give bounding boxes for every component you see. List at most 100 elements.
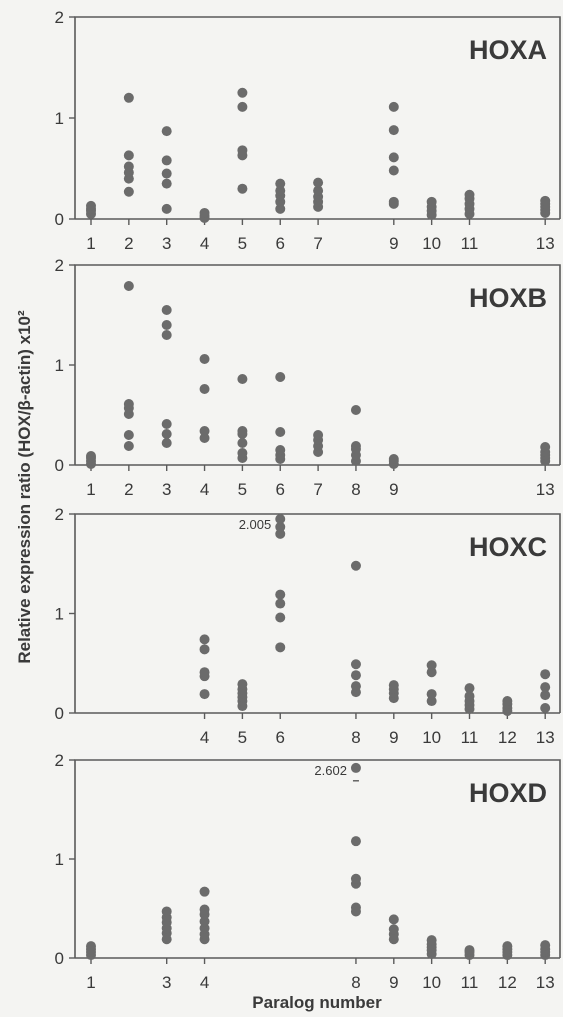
data-point: [123, 441, 134, 451]
data-point: [426, 935, 437, 946]
y-tick-label: 2: [55, 505, 64, 524]
x-tick-label: 11: [461, 973, 479, 992]
data-point: [502, 941, 513, 952]
y-tick-label: 0: [55, 704, 64, 723]
x-tick-label: 4: [200, 973, 209, 992]
y-tick-label: 0: [55, 210, 64, 229]
data-point: [237, 679, 248, 690]
data-point: [540, 690, 551, 701]
x-tick-label: 10: [422, 728, 441, 747]
data-point: [275, 178, 286, 189]
x-tick-label: 5: [238, 234, 247, 253]
data-point: [275, 612, 286, 623]
data-point: [502, 696, 513, 707]
data-point: [237, 183, 248, 194]
data-point: [199, 384, 210, 394]
x-tick-label: 6: [276, 234, 285, 253]
data-point: [350, 441, 361, 451]
data-point: [237, 448, 248, 458]
x-tick-label: 13: [536, 480, 555, 499]
y-tick-label: 2: [55, 751, 64, 770]
panel-label: HOXD: [469, 778, 547, 808]
y-tick-label: 1: [55, 356, 64, 375]
panel-label: HOXB: [469, 283, 547, 313]
x-tick-label: 13: [536, 728, 555, 747]
data-point: [388, 101, 399, 112]
data-point: [350, 902, 361, 913]
x-tick-label: 13: [536, 234, 555, 253]
data-point: [350, 762, 361, 773]
data-point: [237, 145, 248, 156]
data-point: [426, 689, 437, 700]
data-point: [540, 442, 551, 452]
data-point: [199, 207, 210, 218]
data-point: [350, 836, 361, 847]
x-tick-label: 7: [313, 234, 322, 253]
x-tick-label: 9: [389, 728, 398, 747]
data-point: [86, 451, 96, 461]
x-tick-label: 9: [389, 480, 398, 499]
x-tick-label: 6: [276, 728, 285, 747]
x-tick-label: 2: [124, 234, 133, 253]
data-point: [426, 667, 437, 678]
data-point: [275, 185, 286, 196]
data-point: [199, 433, 210, 443]
data-point: [123, 150, 134, 161]
x-tick-label: 1: [86, 234, 95, 253]
y-tick-label: 1: [55, 109, 64, 128]
x-tick-label: 7: [313, 480, 322, 499]
data-point: [123, 161, 134, 172]
x-tick-label: 2: [124, 480, 133, 499]
data-point: [123, 186, 134, 197]
data-point: [161, 906, 172, 917]
data-point: [275, 521, 286, 532]
data-point: [426, 696, 437, 707]
data-point: [161, 203, 172, 214]
data-point: [123, 281, 134, 291]
data-point: [275, 203, 286, 214]
data-point: [388, 914, 399, 925]
data-point: [464, 683, 475, 694]
data-point: [275, 589, 286, 600]
off-scale-annotation: 2.005: [239, 517, 272, 532]
data-point: [275, 372, 286, 382]
data-point: [161, 126, 172, 137]
data-point: [199, 667, 210, 678]
y-axis-title: Relative expression ratio (HOX/β-actin) …: [15, 310, 34, 664]
data-point: [199, 886, 210, 897]
x-tick-label: 1: [86, 480, 95, 499]
data-point: [388, 125, 399, 136]
panel-label: HOXA: [469, 35, 547, 65]
data-point: [350, 670, 361, 681]
data-point: [161, 330, 172, 340]
data-point: [237, 374, 248, 384]
data-point: [388, 924, 399, 935]
y-tick-label: 2: [55, 8, 64, 27]
data-point: [388, 196, 399, 207]
x-tick-label: 4: [200, 480, 209, 499]
data-point: [313, 430, 324, 440]
data-point: [275, 427, 286, 437]
data-point: [199, 354, 210, 364]
y-tick-label: 1: [55, 850, 64, 869]
x-tick-label: 9: [389, 973, 398, 992]
data-point: [350, 659, 361, 670]
data-point: [161, 438, 172, 448]
data-point: [161, 320, 172, 330]
data-point: [426, 196, 437, 207]
data-point: [350, 873, 361, 884]
data-point: [161, 419, 172, 429]
x-tick-label: 10: [422, 234, 441, 253]
data-point: [123, 399, 134, 409]
data-point: [313, 177, 324, 188]
data-point: [161, 155, 172, 166]
data-point: [350, 405, 361, 415]
y-tick-label: 0: [55, 456, 64, 475]
data-point: [237, 438, 248, 448]
off-scale-annotation: 2.602: [314, 763, 347, 778]
data-point: [464, 189, 475, 200]
data-point: [86, 941, 96, 952]
x-tick-label: 6: [276, 480, 285, 499]
x-tick-label: 11: [461, 728, 479, 747]
